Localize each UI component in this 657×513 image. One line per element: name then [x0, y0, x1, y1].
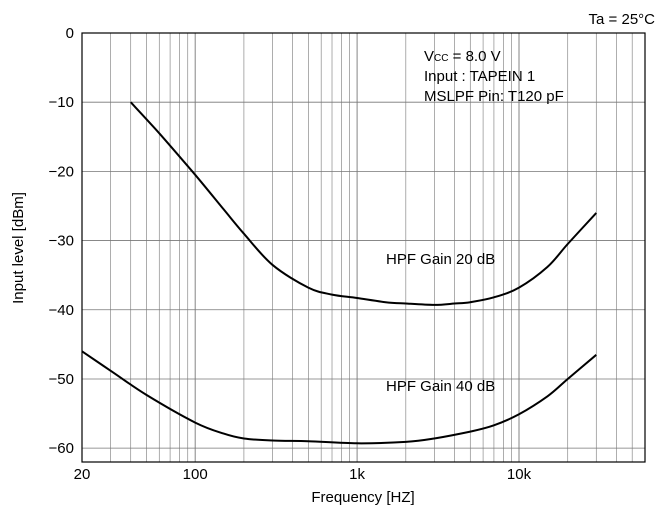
series-line-hpf-gain-40-db — [81, 350, 597, 445]
y-axis-label: Input level [dBm] — [10, 192, 27, 304]
y-tick-label: −20 — [49, 163, 74, 180]
vcc-prefix: V — [424, 48, 434, 65]
vcc-subscript: CC — [434, 53, 448, 64]
series-layer — [81, 101, 598, 445]
series-label-hpf-gain-40db: HPF Gain 40 dB — [386, 378, 495, 395]
x-tick-label: 1k — [349, 466, 365, 483]
x-tick-label: 20 — [74, 466, 91, 483]
y-tick-label: −50 — [49, 371, 74, 388]
y-tick-label: 0 — [66, 25, 74, 42]
vcc-value: = 8.0 V — [448, 48, 500, 65]
y-tick-label: −60 — [49, 440, 74, 457]
temperature-condition: Ta = 25°C — [589, 11, 656, 28]
y-tick-labels: 0 −10 −20 −30 −40 −50 −60 — [49, 25, 74, 457]
plot-frame — [81, 32, 646, 463]
x-tick-label: 100 — [183, 466, 208, 483]
x-tick-labels: 20 100 1k 10k — [74, 466, 532, 483]
x-axis-label: Frequency [HZ] — [311, 489, 414, 506]
y-tick-label: −40 — [49, 302, 74, 319]
series-line-hpf-gain-20-db — [129, 101, 598, 306]
vcc-annotation: VCC = 8.0 V — [424, 48, 501, 65]
y-tick-label: −30 — [49, 233, 74, 250]
y-tick-label: −10 — [49, 94, 74, 111]
series-label-hpf-gain-20db: HPF Gain 20 dB — [386, 251, 495, 268]
mslpf-annotation: MSLPF Pin: T120 pF — [424, 88, 564, 105]
x-tick-label: 10k — [507, 466, 532, 483]
input-annotation: Input : TAPEIN 1 — [424, 68, 535, 85]
